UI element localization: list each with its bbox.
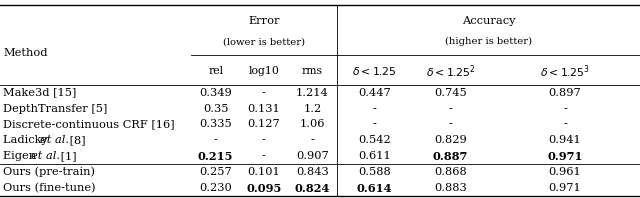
Text: 0.131: 0.131 (247, 104, 280, 114)
Text: 0.095: 0.095 (246, 183, 282, 194)
Text: -: - (372, 119, 376, 129)
Text: 0.614: 0.614 (356, 183, 392, 194)
Text: DepthTransfer [5]: DepthTransfer [5] (3, 104, 108, 114)
Text: 0.824: 0.824 (294, 183, 330, 194)
Text: 0.887: 0.887 (433, 151, 468, 162)
Text: 0.101: 0.101 (247, 167, 280, 177)
Text: 0.829: 0.829 (434, 135, 467, 145)
Text: (higher is better): (higher is better) (445, 37, 532, 46)
Text: -: - (262, 88, 266, 98)
Text: 0.588: 0.588 (358, 167, 391, 177)
Text: (lower is better): (lower is better) (223, 37, 305, 46)
Text: 0.971: 0.971 (547, 151, 583, 162)
Text: -: - (310, 135, 314, 145)
Text: 0.542: 0.542 (358, 135, 391, 145)
Text: $\delta < 1.25^2$: $\delta < 1.25^2$ (426, 63, 476, 80)
Text: $\delta < 1.25$: $\delta < 1.25$ (352, 65, 397, 77)
Text: 0.971: 0.971 (548, 183, 582, 193)
Text: 0.230: 0.230 (199, 183, 232, 193)
Text: 0.868: 0.868 (434, 167, 467, 177)
Text: Error: Error (248, 16, 280, 26)
Text: [8]: [8] (66, 135, 86, 145)
Text: 0.941: 0.941 (548, 135, 582, 145)
Text: 0.843: 0.843 (296, 167, 329, 177)
Text: Ladicky: Ladicky (3, 135, 52, 145)
Text: 0.35: 0.35 (203, 104, 228, 114)
Text: 0.745: 0.745 (434, 88, 467, 98)
Text: 0.127: 0.127 (247, 119, 280, 129)
Text: 0.257: 0.257 (199, 167, 232, 177)
Text: Ours (pre-train): Ours (pre-train) (3, 167, 95, 177)
Text: Accuracy: Accuracy (462, 16, 515, 26)
Text: -: - (449, 104, 452, 114)
Text: 0.349: 0.349 (199, 88, 232, 98)
Text: rel: rel (208, 66, 223, 76)
Text: 0.335: 0.335 (199, 119, 232, 129)
Text: -: - (563, 104, 567, 114)
Text: -: - (262, 135, 266, 145)
Text: 1.06: 1.06 (300, 119, 325, 129)
Text: -: - (449, 119, 452, 129)
Text: rms: rms (302, 66, 323, 76)
Text: Eigen: Eigen (3, 151, 40, 161)
Text: Method: Method (3, 48, 48, 58)
Text: -: - (214, 135, 218, 145)
Text: -: - (372, 104, 376, 114)
Text: 0.611: 0.611 (358, 151, 391, 161)
Text: Ours (fine-tune): Ours (fine-tune) (3, 183, 96, 193)
Text: 0.215: 0.215 (198, 151, 234, 162)
Text: 0.961: 0.961 (548, 167, 582, 177)
Text: 1.214: 1.214 (296, 88, 329, 98)
Text: -: - (262, 151, 266, 161)
Text: log10: log10 (248, 66, 279, 76)
Text: [1]: [1] (57, 151, 77, 161)
Text: et al.: et al. (40, 135, 69, 145)
Text: Make3d [15]: Make3d [15] (3, 88, 77, 98)
Text: 0.883: 0.883 (434, 183, 467, 193)
Text: et al.: et al. (31, 151, 60, 161)
Text: 0.897: 0.897 (548, 88, 582, 98)
Text: 1.2: 1.2 (303, 104, 321, 114)
Text: 0.907: 0.907 (296, 151, 329, 161)
Text: Discrete-continuous CRF [16]: Discrete-continuous CRF [16] (3, 119, 175, 129)
Text: -: - (563, 119, 567, 129)
Text: 0.447: 0.447 (358, 88, 391, 98)
Text: $\delta < 1.25^3$: $\delta < 1.25^3$ (540, 63, 590, 80)
